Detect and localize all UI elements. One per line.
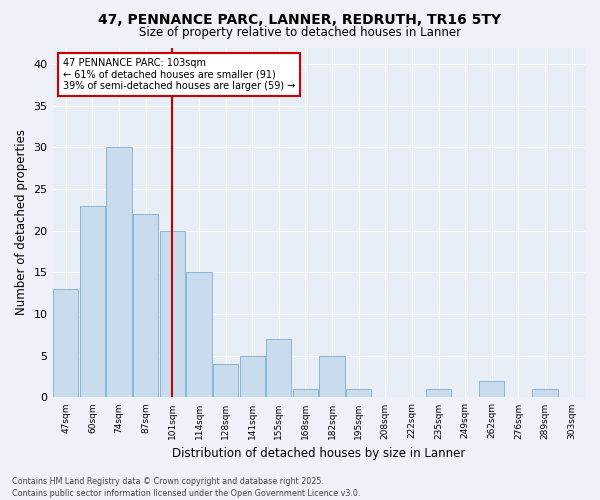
Bar (293, 389, 318, 398)
Bar (160, 231, 185, 398)
Bar (187, 272, 212, 398)
Bar (319, 356, 345, 398)
Text: Contains HM Land Registry data © Crown copyright and database right 2025.
Contai: Contains HM Land Registry data © Crown c… (12, 476, 361, 498)
Bar (532, 389, 558, 398)
Y-axis label: Number of detached properties: Number of detached properties (15, 130, 28, 316)
Bar (346, 389, 371, 398)
Bar (133, 214, 158, 398)
Bar (53, 289, 79, 398)
Text: Size of property relative to detached houses in Lanner: Size of property relative to detached ho… (139, 26, 461, 39)
Bar (80, 206, 105, 398)
Bar (106, 148, 132, 398)
Bar (213, 364, 238, 398)
Text: 47 PENNANCE PARC: 103sqm
← 61% of detached houses are smaller (91)
39% of semi-d: 47 PENNANCE PARC: 103sqm ← 61% of detach… (63, 58, 296, 91)
Bar (479, 381, 505, 398)
Bar (239, 356, 265, 398)
X-axis label: Distribution of detached houses by size in Lanner: Distribution of detached houses by size … (172, 447, 466, 460)
Bar (266, 339, 292, 398)
Title: 47, PENNANCE PARC, LANNER, REDRUTH, TR16 5TY
Size of property relative to detach: 47, PENNANCE PARC, LANNER, REDRUTH, TR16… (0, 499, 1, 500)
Bar (426, 389, 451, 398)
Text: 47, PENNANCE PARC, LANNER, REDRUTH, TR16 5TY: 47, PENNANCE PARC, LANNER, REDRUTH, TR16… (98, 12, 502, 26)
